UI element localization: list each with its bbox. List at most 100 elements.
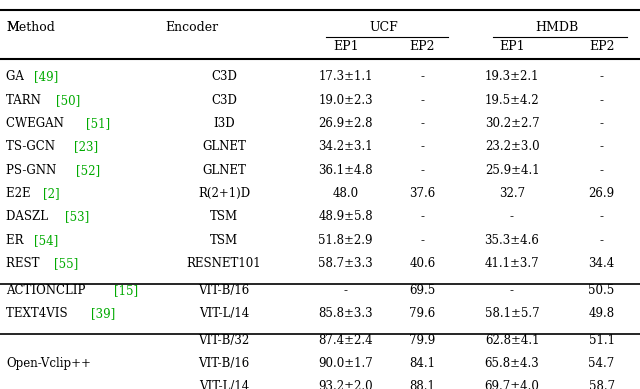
Text: I3D: I3D: [213, 117, 235, 130]
Text: 69.5: 69.5: [409, 284, 436, 297]
Text: GA: GA: [6, 70, 28, 83]
Text: ER: ER: [6, 234, 28, 247]
Text: PS-GNN: PS-GNN: [6, 164, 60, 177]
Text: -: -: [420, 140, 424, 153]
Text: 54.7: 54.7: [588, 357, 615, 370]
Text: 88.1: 88.1: [410, 380, 435, 389]
Text: TARN: TARN: [6, 94, 45, 107]
Text: 26.9±2.8: 26.9±2.8: [318, 117, 373, 130]
Text: RESNET101: RESNET101: [187, 257, 261, 270]
Text: 69.7±4.0: 69.7±4.0: [484, 380, 540, 389]
Text: [15]: [15]: [114, 284, 138, 297]
Text: M: M: [6, 21, 19, 34]
Text: 40.6: 40.6: [409, 257, 436, 270]
Text: E2E: E2E: [6, 187, 35, 200]
Text: -: -: [420, 210, 424, 223]
Text: -: -: [420, 164, 424, 177]
Text: 19.0±2.3: 19.0±2.3: [318, 94, 373, 107]
Text: ACTIONCLIP: ACTIONCLIP: [6, 284, 90, 297]
Text: HMDB: HMDB: [535, 21, 579, 34]
Text: EP2: EP2: [589, 40, 614, 53]
Text: 49.8: 49.8: [589, 307, 614, 320]
Text: REST: REST: [6, 257, 44, 270]
Text: EP1: EP1: [333, 40, 358, 53]
Text: 65.8±4.3: 65.8±4.3: [484, 357, 540, 370]
Text: 32.7: 32.7: [499, 187, 525, 200]
Text: DASZL: DASZL: [6, 210, 52, 223]
Text: 58.7: 58.7: [589, 380, 614, 389]
Text: 23.2±3.0: 23.2±3.0: [484, 140, 540, 153]
Text: TSM: TSM: [210, 234, 238, 247]
Text: 87.4±2.4: 87.4±2.4: [318, 333, 373, 347]
Text: -: -: [600, 117, 604, 130]
Text: C3D: C3D: [211, 94, 237, 107]
Text: 26.9: 26.9: [589, 187, 614, 200]
Text: 19.3±2.1: 19.3±2.1: [484, 70, 540, 83]
Text: [50]: [50]: [56, 94, 81, 107]
Text: [39]: [39]: [91, 307, 115, 320]
Text: [49]: [49]: [35, 70, 58, 83]
Text: 36.1±4.8: 36.1±4.8: [318, 164, 373, 177]
Text: 34.2±3.1: 34.2±3.1: [318, 140, 373, 153]
Text: [55]: [55]: [54, 257, 79, 270]
Text: 79.6: 79.6: [409, 307, 436, 320]
Text: 48.9±5.8: 48.9±5.8: [318, 210, 373, 223]
Text: TEXT4VIS: TEXT4VIS: [6, 307, 72, 320]
Text: -: -: [420, 70, 424, 83]
Text: 90.0±1.7: 90.0±1.7: [318, 357, 373, 370]
Text: [23]: [23]: [74, 140, 99, 153]
Text: 17.3±1.1: 17.3±1.1: [318, 70, 373, 83]
Text: 85.8±3.3: 85.8±3.3: [318, 307, 373, 320]
Text: [53]: [53]: [65, 210, 90, 223]
Text: 93.2±2.0: 93.2±2.0: [318, 380, 373, 389]
Text: Encoder: Encoder: [165, 21, 219, 34]
Text: 48.0: 48.0: [333, 187, 358, 200]
Text: 19.5±4.2: 19.5±4.2: [484, 94, 540, 107]
Text: VIT-B/32: VIT-B/32: [198, 333, 250, 347]
Text: 25.9±4.1: 25.9±4.1: [484, 164, 540, 177]
Text: 51.8±2.9: 51.8±2.9: [318, 234, 373, 247]
Text: -: -: [600, 234, 604, 247]
Text: C3D: C3D: [211, 70, 237, 83]
Text: Open-Vclip++: Open-Vclip++: [6, 357, 92, 370]
Text: -: -: [600, 140, 604, 153]
Text: [54]: [54]: [34, 234, 58, 247]
Text: -: -: [510, 210, 514, 223]
Text: -: -: [600, 164, 604, 177]
Text: TS-GCN: TS-GCN: [6, 140, 59, 153]
Text: -: -: [510, 284, 514, 297]
Text: EP2: EP2: [410, 40, 435, 53]
Text: 41.1±3.7: 41.1±3.7: [484, 257, 540, 270]
Text: EP1: EP1: [499, 40, 525, 53]
Text: -: -: [600, 70, 604, 83]
Text: -: -: [600, 94, 604, 107]
Text: 58.1±5.7: 58.1±5.7: [484, 307, 540, 320]
Text: -: -: [600, 210, 604, 223]
Text: [2]: [2]: [43, 187, 60, 200]
Text: -: -: [420, 234, 424, 247]
Text: [52]: [52]: [76, 164, 100, 177]
Text: 84.1: 84.1: [410, 357, 435, 370]
Text: VIT-B/16: VIT-B/16: [198, 357, 250, 370]
Text: 35.3±4.6: 35.3±4.6: [484, 234, 540, 247]
Text: -: -: [420, 117, 424, 130]
Text: 79.9: 79.9: [409, 333, 436, 347]
Text: GLNET: GLNET: [202, 140, 246, 153]
Text: -: -: [420, 94, 424, 107]
Text: GLNET: GLNET: [202, 164, 246, 177]
Text: 51.1: 51.1: [589, 333, 614, 347]
Text: VIT-B/16: VIT-B/16: [198, 284, 250, 297]
Text: 62.8±4.1: 62.8±4.1: [484, 333, 540, 347]
Text: VIT-L/14: VIT-L/14: [199, 380, 249, 389]
Text: R(2+1)D: R(2+1)D: [198, 187, 250, 200]
Text: TSM: TSM: [210, 210, 238, 223]
Text: 50.5: 50.5: [588, 284, 615, 297]
Text: 34.4: 34.4: [588, 257, 615, 270]
Text: [51]: [51]: [86, 117, 110, 130]
Text: -: -: [344, 284, 348, 297]
Text: Method: Method: [6, 21, 55, 34]
Text: 30.2±2.7: 30.2±2.7: [484, 117, 540, 130]
Text: 58.7±3.3: 58.7±3.3: [318, 257, 373, 270]
Text: VIT-L/14: VIT-L/14: [199, 307, 249, 320]
Text: 37.6: 37.6: [409, 187, 436, 200]
